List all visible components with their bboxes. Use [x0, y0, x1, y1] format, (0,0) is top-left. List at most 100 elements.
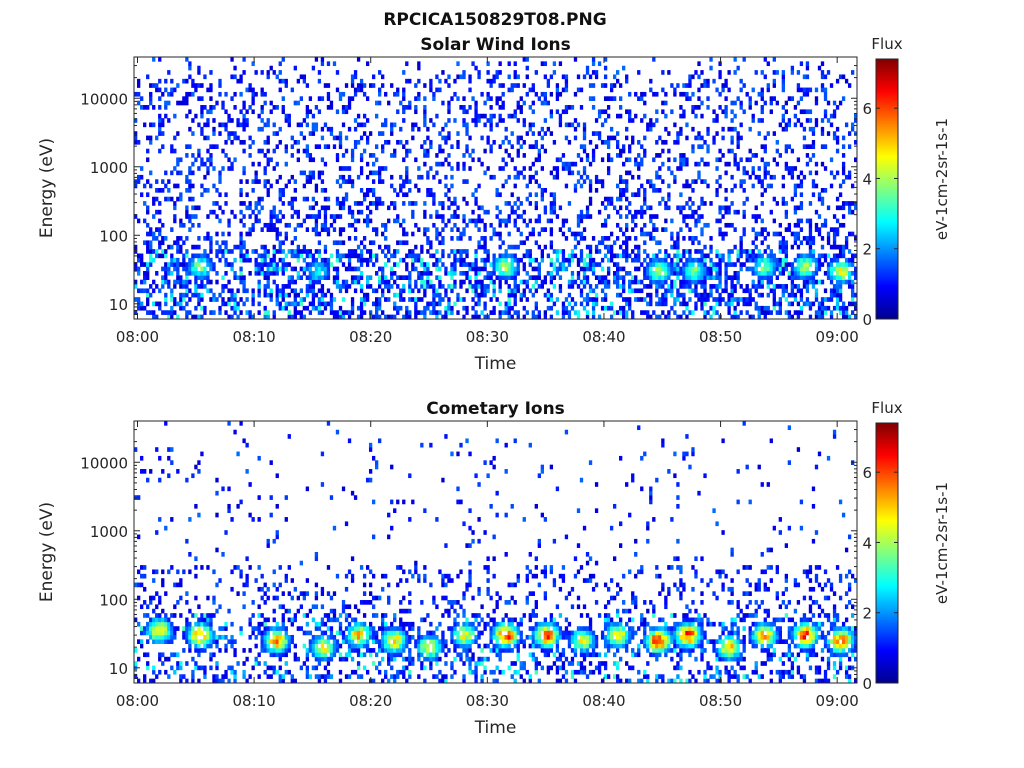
- flux-cell: [612, 253, 617, 259]
- flux-cell: [772, 218, 776, 224]
- flux-cell: [275, 284, 279, 289]
- flux-cell: [477, 301, 481, 307]
- flux-cell: [399, 183, 403, 189]
- flux-cell: [709, 305, 713, 311]
- flux-cell: [368, 188, 373, 193]
- flux-cell: [736, 166, 740, 171]
- flux-cell: [549, 113, 554, 119]
- flux-cell: [817, 314, 822, 320]
- flux-cell: [341, 284, 346, 289]
- flux-cell: [733, 288, 737, 294]
- flux-cell: [811, 139, 816, 145]
- flux-cell: [579, 292, 584, 298]
- flux-cell: [287, 118, 291, 123]
- flux-cell: [224, 244, 228, 250]
- flux-cell: [206, 634, 210, 640]
- flux-cell: [727, 87, 731, 93]
- flux-cell: [384, 275, 388, 280]
- flux-cell: [673, 297, 677, 302]
- flux-cell: [600, 257, 605, 263]
- flux-cell: [474, 270, 478, 276]
- flux-cell: [658, 279, 662, 285]
- flux-cell: [673, 262, 677, 267]
- flux-cell: [158, 231, 162, 237]
- flux-cell: [278, 196, 282, 202]
- flux-cell: [694, 305, 698, 311]
- flux-cell: [688, 310, 692, 315]
- flux-cell: [197, 236, 201, 241]
- flux-cell: [835, 170, 840, 176]
- flux-cell: [441, 201, 445, 206]
- flux-cell: [703, 244, 707, 250]
- flux-cell: [251, 96, 255, 101]
- flux-cell: [275, 301, 279, 307]
- flux-cell: [712, 310, 716, 315]
- flux-cell: [393, 262, 397, 267]
- flux-cell: [534, 157, 538, 163]
- flux-cell: [555, 257, 560, 263]
- flux-cell: [356, 275, 361, 280]
- flux-cell: [694, 249, 698, 254]
- flux-cell: [682, 270, 686, 276]
- flux-cell: [585, 214, 590, 219]
- flux-cell: [625, 196, 629, 202]
- flux-cell: [426, 249, 430, 254]
- flux-cell: [760, 253, 764, 259]
- flux-cell: [185, 209, 189, 215]
- flux-cell: [835, 270, 840, 276]
- flux-cell: [811, 192, 816, 198]
- flux-cell: [652, 183, 656, 189]
- flux-cell: [766, 284, 770, 289]
- flux-cell: [814, 314, 819, 320]
- flux-cell: [375, 201, 379, 206]
- flux-cell: [188, 109, 192, 115]
- flux-cell: [170, 630, 174, 636]
- flux-cell: [628, 113, 632, 119]
- flux-cell: [724, 270, 728, 276]
- flux-cell: [835, 148, 840, 154]
- flux-cell: [763, 227, 767, 232]
- flux-cell: [507, 113, 511, 119]
- flux-cell: [814, 222, 819, 228]
- flux-cell: [606, 96, 611, 101]
- flux-cell: [531, 131, 535, 136]
- flux-cell: [576, 222, 581, 228]
- flux-cell: [356, 218, 361, 224]
- flux-cell: [513, 166, 517, 171]
- flux-cell: [299, 301, 303, 307]
- flux-cell: [426, 270, 430, 276]
- flux-cell: [281, 192, 285, 198]
- flux-cell: [353, 266, 358, 272]
- flux-cell: [462, 262, 466, 267]
- flux-cell: [155, 613, 159, 618]
- flux-cell: [188, 61, 192, 67]
- flux-cell: [832, 231, 837, 237]
- flux-cell: [230, 586, 234, 592]
- flux-cell: [314, 126, 319, 132]
- flux-cell: [149, 595, 153, 601]
- y-axis-label: Energy (eV): [37, 138, 57, 238]
- flux-cell: [625, 314, 629, 320]
- flux-cell: [227, 486, 231, 492]
- flux-cell: [745, 310, 749, 315]
- flux-cell: [155, 530, 159, 535]
- flux-cell: [739, 297, 743, 302]
- flux-cell: [652, 257, 656, 263]
- flux-cell: [841, 166, 846, 171]
- flux-cell: [576, 310, 581, 315]
- flux-cell: [221, 634, 225, 640]
- flux-cell: [724, 209, 728, 215]
- flux-cell: [697, 170, 701, 176]
- flux-cell: [528, 249, 532, 254]
- flux-cell: [143, 469, 147, 474]
- flux-cell: [802, 279, 807, 285]
- flux-cell: [733, 209, 737, 215]
- flux-cell: [712, 135, 716, 141]
- flux-cell: [522, 166, 526, 171]
- flux-cell: [429, 244, 433, 250]
- flux-cell: [700, 262, 704, 267]
- flux-cell: [293, 292, 297, 298]
- flux-cell: [823, 297, 828, 302]
- flux-cell: [381, 231, 385, 237]
- flux-cell: [718, 74, 722, 80]
